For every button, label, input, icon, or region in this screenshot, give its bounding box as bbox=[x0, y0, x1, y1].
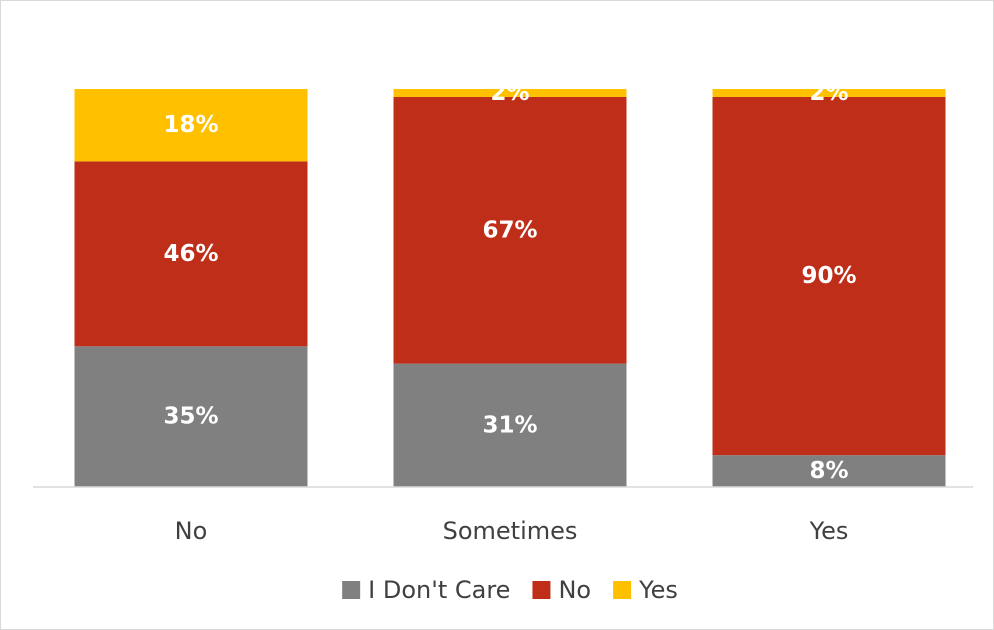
x-tick-label-yes: Yes bbox=[809, 517, 849, 545]
bar-no-yes bbox=[74, 89, 308, 162]
legend-swatch-i-don-t-care bbox=[342, 581, 361, 599]
bar-no-i-don-t-care bbox=[74, 346, 308, 487]
bar-sometimes-i-don-t-care bbox=[393, 363, 627, 487]
legend-label-no: No bbox=[558, 576, 591, 604]
x-tick-label-no: No bbox=[175, 517, 208, 545]
data-label-yes-i-don-t-care: 8% bbox=[809, 458, 848, 484]
bar-no-no bbox=[74, 161, 308, 347]
bar-sometimes-no bbox=[393, 96, 627, 364]
x-tick-label-sometimes: Sometimes bbox=[443, 517, 578, 545]
legend-swatch-yes bbox=[613, 581, 632, 599]
data-label-yes-no: 90% bbox=[801, 263, 856, 289]
bar-yes-yes bbox=[712, 89, 946, 97]
category-labels: No Sometimes Yes bbox=[175, 517, 849, 545]
data-label-sometimes-yes: 2% bbox=[490, 80, 529, 106]
bar-yes-i-don-t-care bbox=[712, 455, 946, 487]
data-label-sometimes-no: 67% bbox=[482, 217, 537, 243]
bar-sometimes-yes bbox=[393, 89, 627, 97]
legend-item-i-don-t-care: I Don't Care bbox=[342, 576, 510, 604]
data-label-no-no: 46% bbox=[163, 241, 218, 267]
legend: I Don't Care No Yes bbox=[342, 576, 678, 604]
data-label-no-i-don-t-care: 35% bbox=[163, 404, 218, 430]
legend-item-yes: Yes bbox=[613, 576, 678, 604]
legend-item-no: No bbox=[532, 576, 591, 604]
bar-yes-no bbox=[712, 96, 946, 456]
legend-label-yes: Yes bbox=[638, 576, 678, 604]
legend-label-i-don-t-care: I Don't Care bbox=[368, 576, 510, 604]
legend-swatch-no bbox=[532, 581, 551, 599]
data-label-yes-yes: 2% bbox=[809, 80, 848, 106]
bars-layer: 35% 46% 18% 31% 67% 2% 8% 90% 2% bbox=[74, 80, 946, 487]
data-label-sometimes-i-don-t-care: 31% bbox=[482, 412, 537, 438]
data-label-no-yes: 18% bbox=[163, 112, 218, 138]
